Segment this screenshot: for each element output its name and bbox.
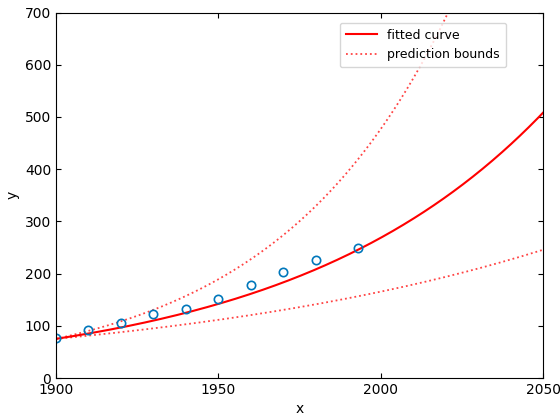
X-axis label: x: x <box>296 402 304 416</box>
Y-axis label: y: y <box>5 191 19 199</box>
Legend: fitted curve, prediction bounds: fitted curve, prediction bounds <box>340 23 506 67</box>
